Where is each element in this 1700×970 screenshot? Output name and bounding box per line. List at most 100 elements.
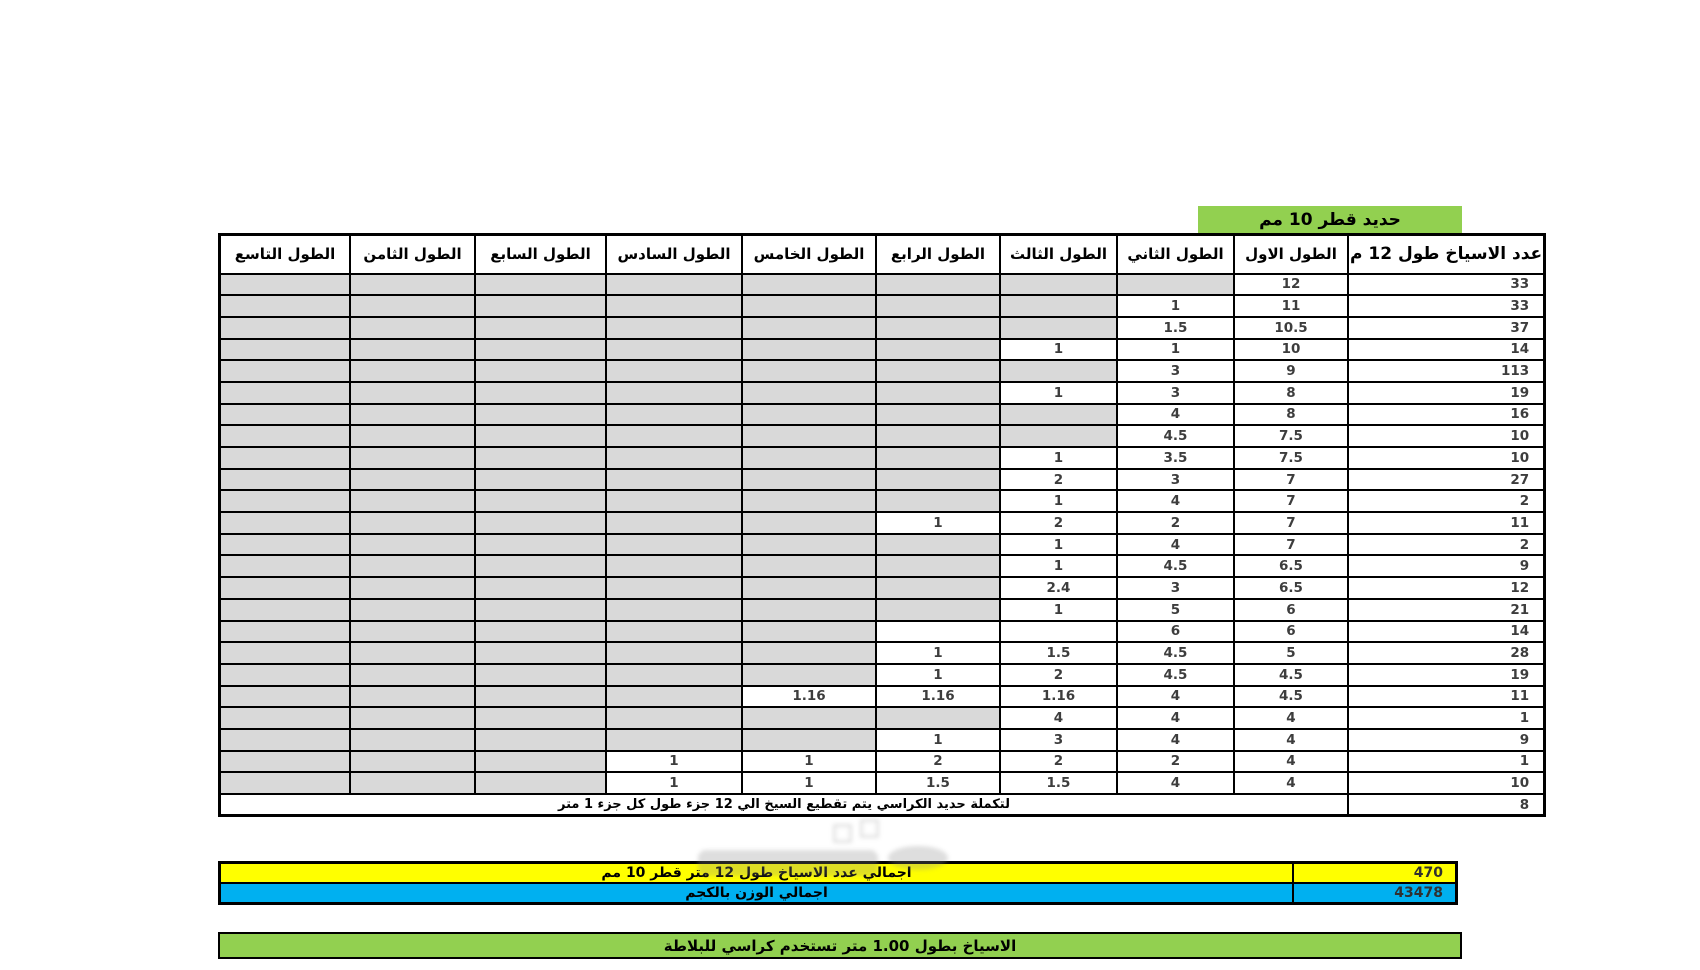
bar-count-cell: 33: [1347, 294, 1546, 318]
cutting-table: عدد الاسياخ طول 12 م الطول الاول الطول الث…: [218, 233, 1547, 818]
length-cell: 11: [1233, 294, 1349, 318]
empty-cell: [875, 337, 1001, 362]
length-cell: 4: [1233, 727, 1349, 752]
bar-count-cell: 14: [1347, 619, 1546, 644]
length-cell: 1: [999, 597, 1118, 622]
empty-cell: [474, 727, 607, 752]
empty-cell: [875, 402, 1001, 427]
empty-cell: [999, 424, 1118, 448]
length-cell: 4: [1116, 771, 1235, 795]
length-cell: 3: [1116, 359, 1235, 383]
empty-cell: [605, 359, 743, 383]
empty-cell: [474, 597, 607, 622]
bar-count-cell: 1: [1347, 749, 1546, 774]
length-cell: 1: [605, 749, 743, 774]
chairs-note-bar: الاسياخ بطول 1.00 متر تستخدم كراسي للبلا…: [218, 932, 1462, 959]
empty-cell: [605, 446, 743, 470]
empty-cell: [474, 554, 607, 579]
empty-cell: [218, 511, 351, 535]
empty-cell: [605, 576, 743, 600]
empty-cell: [605, 424, 743, 448]
length-cell: 4: [999, 706, 1118, 730]
length-cell: 2.4: [999, 576, 1118, 600]
empty-cell: [349, 662, 476, 687]
empty-cell: [218, 706, 351, 730]
empty-cell: [218, 749, 351, 774]
empty-cell: [741, 662, 877, 687]
bar-count-cell: 12: [1347, 576, 1546, 600]
length-cell: 4.5: [1116, 641, 1235, 665]
empty-cell: [605, 727, 743, 752]
empty-cell: [474, 446, 607, 470]
length-cell: 4.5: [1116, 424, 1235, 448]
empty-cell: [474, 706, 607, 730]
empty-cell: [474, 576, 607, 600]
bar-count-cell: 11: [1347, 511, 1546, 535]
length-cell: 9: [1233, 359, 1349, 383]
empty-cell: [605, 294, 743, 318]
bar-count-cell: 21: [1347, 597, 1546, 622]
empty-cell: [218, 467, 351, 492]
empty-cell: [605, 337, 743, 362]
length-cell: 4: [1116, 706, 1235, 730]
bar-count-cell: 33: [1347, 272, 1546, 297]
table-row-5: 113 9 3: [218, 359, 1546, 383]
empty-cell: [349, 272, 476, 297]
length-cell: 1: [875, 641, 1001, 665]
bar-count-cell: 10: [1347, 424, 1546, 448]
empty-cell: [999, 359, 1118, 383]
length-cell: 6: [1116, 619, 1235, 644]
empty-cell: [349, 315, 476, 340]
empty-cell: [605, 684, 743, 709]
cutting-table-body: 33 12 33 11 1 37 10.5 1.5 14 10 1 1 113 9 3 19 8 3 1 16 8 4 10…: [218, 272, 1546, 817]
empty-cell: [875, 359, 1001, 383]
empty-cell: [218, 727, 351, 752]
table-row-3: 37 10.5 1.5: [218, 315, 1546, 340]
total-weight-row: 43478 اجمالي الوزن بالكجم: [218, 882, 1458, 905]
empty-cell: [349, 771, 476, 795]
empty-cell: [349, 489, 476, 514]
empty-cell: [474, 532, 607, 557]
length-cell: 6: [1233, 619, 1349, 644]
empty-cell: [349, 554, 476, 579]
empty-cell: [474, 402, 607, 427]
empty-cell: [605, 641, 743, 665]
length-cell: 10: [1233, 337, 1349, 362]
empty-cell: [349, 446, 476, 470]
empty-cell: [741, 294, 877, 318]
bar-count-cell: 2: [1347, 489, 1546, 514]
empty-cell: [605, 402, 743, 427]
bar-count-cell: 37: [1347, 315, 1546, 340]
empty-cell: [605, 619, 743, 644]
empty-cell: [605, 315, 743, 340]
bar-count-cell: 2: [1347, 532, 1546, 557]
empty-cell: [218, 337, 351, 362]
empty-cell: [741, 641, 877, 665]
length-cell: 4: [1233, 771, 1349, 795]
table-row-6: 19 8 3 1: [218, 380, 1546, 405]
empty-cell: [349, 511, 476, 535]
empty-cell: [218, 576, 351, 600]
empty-cell: [349, 337, 476, 362]
empty-cell: [741, 402, 877, 427]
empty-cell: [741, 315, 877, 340]
empty-cell: [605, 272, 743, 297]
length-cell: 7: [1233, 532, 1349, 557]
empty-cell: [474, 294, 607, 318]
empty-cell: [741, 424, 877, 448]
empty-cell: [605, 597, 743, 622]
length-cell: 4: [1116, 684, 1235, 709]
length-cell: 6.5: [1233, 554, 1349, 579]
empty-cell: [875, 446, 1001, 470]
length-cell: 8: [1233, 380, 1349, 405]
table-row-15: 12 6.5 3 2.4: [218, 576, 1546, 600]
empty-cell: [349, 424, 476, 448]
empty-cell: [741, 597, 877, 622]
length-cell: 2: [999, 662, 1118, 687]
empty-cell: [218, 272, 351, 297]
empty-cell: [218, 597, 351, 622]
length-cell: 1: [741, 749, 877, 774]
length-cell: 10.5: [1233, 315, 1349, 340]
empty-cell: [605, 706, 743, 730]
